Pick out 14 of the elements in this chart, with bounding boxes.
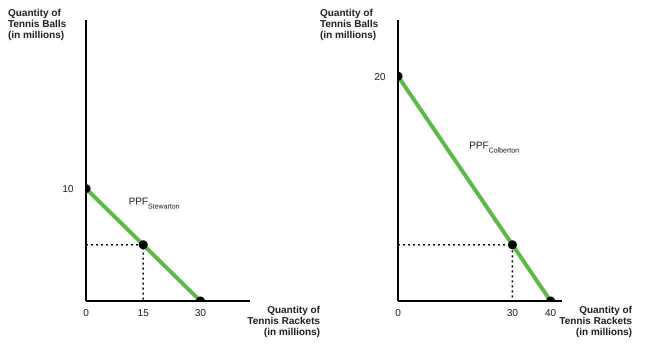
annotation: PPF$_{Colberton}$ [469,140,520,154]
data-label: 10 [62,184,74,196]
x-tick-label: 0 [83,308,90,320]
y-axis-title: Quantity of Tennis Balls (in millions) [320,8,380,41]
x-axis-title: Quantity of Tennis Rackets (in millions) [559,305,632,338]
x-tick-label: 30 [506,308,518,320]
annotation: PPF$_{Stewarton}$ [128,196,180,210]
x-tick-label: 30 [194,308,206,320]
x-axis-title: Quantity of Tennis Rackets (in millions) [246,305,320,338]
x-tick-label: 40 [544,308,557,320]
y-axis-title: Quantity of Tennis Balls (in millions) [8,8,68,41]
x-tick-label: 15 [138,308,150,320]
data-label: 20 [374,72,386,83]
x-tick-label: 0 [395,308,402,320]
